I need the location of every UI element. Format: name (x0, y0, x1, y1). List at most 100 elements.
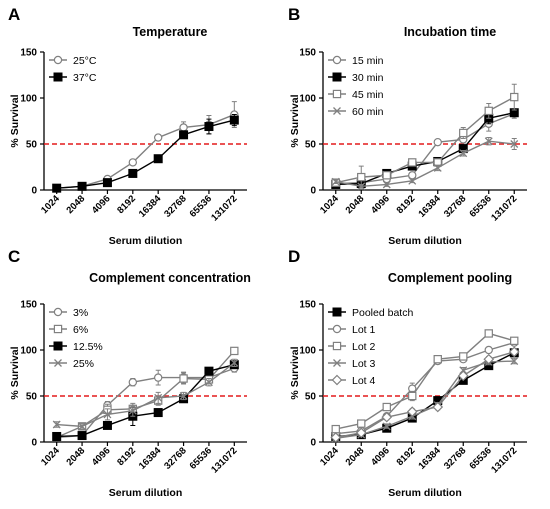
data-point (78, 422, 87, 431)
legend-label: 30 min (352, 72, 384, 84)
y-tick-label: 100 (299, 94, 316, 105)
data-point (128, 378, 138, 387)
legend-label: Lot 3 (352, 358, 376, 370)
x-tick-label: 16384 (137, 193, 164, 220)
panel-letter: A (8, 5, 20, 24)
data-point (179, 374, 188, 383)
y-tick-label: 100 (20, 94, 37, 105)
x-tick-label: 131072 (209, 193, 239, 223)
data-point (382, 171, 391, 180)
legend-marker (332, 72, 342, 82)
legend-marker (53, 72, 63, 82)
data-point (77, 431, 87, 441)
data-point (382, 402, 391, 412)
data-point (433, 163, 442, 172)
legend-label: 3% (73, 307, 88, 319)
data-point (483, 353, 495, 365)
y-tick-label: 100 (20, 346, 37, 357)
data-point (331, 177, 340, 186)
data-point (128, 168, 138, 178)
x-tick-label: 1024 (39, 445, 62, 468)
x-axis-label: Serum dilution (109, 235, 183, 247)
series-group (52, 358, 239, 431)
data-point (229, 115, 239, 125)
legend-label: Lot 2 (352, 341, 376, 353)
data-point (510, 336, 519, 346)
legend-marker (332, 341, 342, 351)
data-point (153, 408, 163, 418)
chart-title: Complement concentration (89, 271, 251, 285)
data-point (433, 355, 442, 364)
panel-letter: B (288, 5, 300, 24)
x-tick-label: 8192 (115, 193, 138, 216)
chart-panel: B Incubation time % Survival Serum dilution… (288, 5, 527, 247)
data-point (204, 122, 214, 132)
data-point (433, 137, 442, 147)
data-point (103, 410, 112, 419)
y-tick-label: 0 (310, 186, 316, 197)
y-tick-label: 150 (20, 48, 37, 59)
data-point (381, 411, 393, 423)
x-tick-label: 131072 (209, 445, 239, 475)
x-tick-label: 8192 (115, 445, 138, 468)
y-axis-label: % Survival (9, 94, 21, 147)
data-point (432, 401, 444, 413)
data-point (128, 158, 138, 167)
x-tick-label: 8192 (395, 445, 418, 468)
data-point (153, 154, 163, 164)
series-group (331, 329, 519, 434)
x-tick-label: 32768 (442, 445, 468, 471)
y-tick-label: 150 (299, 48, 316, 59)
x-tick-label: 2048 (64, 193, 87, 216)
data-point (382, 180, 391, 189)
legend-label: 15 min (352, 55, 384, 67)
legend: Pooled batch Lot 1 Lot 2 Lot 3 Lot 4 (328, 307, 413, 387)
data-point (52, 183, 62, 193)
legend-label: Pooled batch (352, 307, 413, 319)
legend: 25°C 37°C (49, 55, 97, 84)
x-tick-label: 131072 (489, 445, 519, 475)
chart-panel: D Complement pooling % Survival Serum dilut… (288, 247, 527, 499)
data-point (357, 172, 366, 182)
legend: 3% 6% 12.5% 25% (49, 307, 103, 370)
legend: 15 min 30 min 45 min 60 min (328, 55, 384, 118)
x-tick-label: 131072 (489, 193, 519, 223)
legend-marker (331, 374, 343, 386)
legend-label: 45 min (352, 89, 384, 101)
series-line (335, 341, 515, 435)
data-point (153, 373, 163, 382)
legend-label: 6% (73, 324, 88, 336)
legend-label: 25°C (73, 55, 97, 67)
legend-marker (54, 359, 62, 367)
x-tick-label: 1024 (318, 193, 341, 216)
y-tick-label: 50 (305, 392, 317, 403)
series-line (56, 362, 235, 428)
data-point (382, 422, 391, 431)
legend-label: 12.5% (73, 341, 103, 353)
x-tick-label: 2048 (64, 445, 87, 468)
x-tick-label: 1024 (39, 193, 62, 216)
x-tick-label: 32768 (162, 445, 188, 471)
x-tick-label: 1024 (318, 445, 341, 468)
data-point (408, 158, 417, 167)
y-axis-label: % Survival (9, 346, 21, 399)
x-tick-label: 32768 (442, 193, 468, 219)
series-line (335, 96, 515, 184)
data-point (77, 181, 87, 191)
x-tick-label: 16384 (416, 445, 443, 472)
data-point (484, 345, 493, 355)
legend-marker (332, 324, 342, 334)
legend-label: Lot 4 (352, 375, 376, 387)
panel-letter: C (8, 247, 20, 266)
legend-marker (332, 55, 342, 65)
data-point (154, 393, 163, 402)
x-axis-label: Serum dilution (109, 487, 183, 499)
data-point (52, 420, 61, 429)
y-tick-label: 0 (310, 438, 316, 449)
x-tick-label: 2048 (344, 193, 367, 216)
x-tick-label: 4096 (369, 445, 392, 468)
data-point (330, 432, 342, 443)
data-point (331, 424, 340, 434)
x-tick-label: 2048 (344, 445, 367, 468)
